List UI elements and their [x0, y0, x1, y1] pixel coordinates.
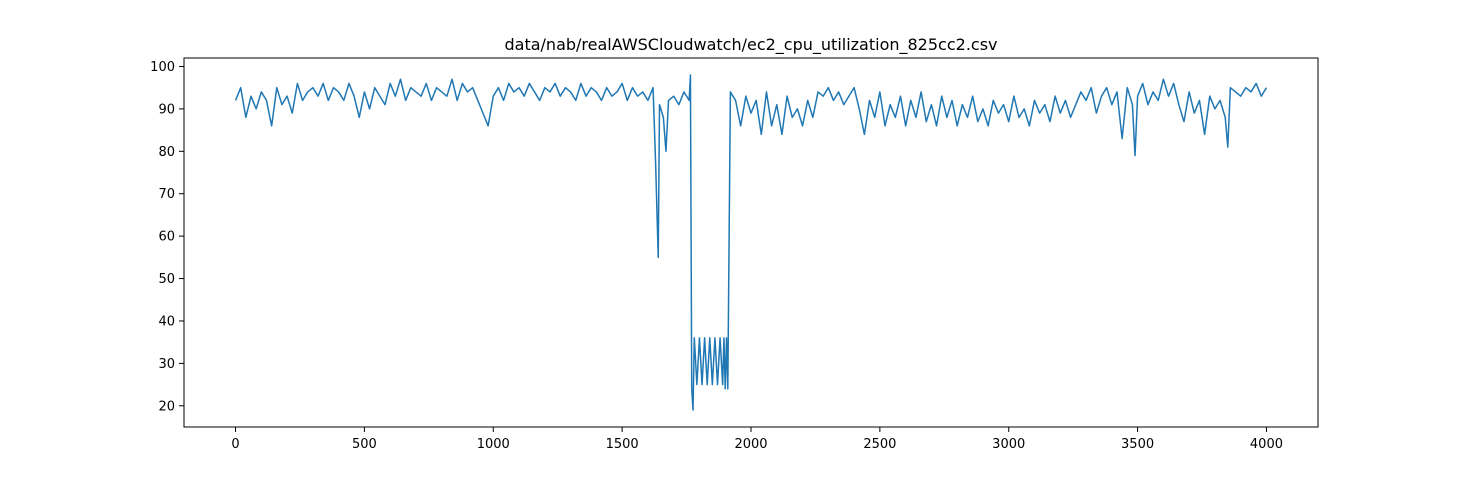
- y-tick-label: 20: [158, 399, 175, 414]
- x-tick-label: 1000: [477, 437, 510, 452]
- y-tick-label: 30: [158, 357, 175, 372]
- y-tick-label: 60: [158, 230, 175, 245]
- y-axis: 20 30 40 50 60 70 80 90 100: [150, 60, 184, 414]
- x-tick-label: 0: [231, 437, 239, 452]
- plot-area: [234, 74, 1268, 411]
- x-tick-label: 3000: [992, 437, 1025, 452]
- y-tick-label: 50: [158, 272, 175, 287]
- y-tick-label: 40: [158, 314, 175, 329]
- x-tick-label: 500: [352, 437, 377, 452]
- x-tick-label: 4000: [1250, 437, 1283, 452]
- axes-frame: [183, 57, 1319, 428]
- y-tick-label: 90: [158, 102, 175, 117]
- y-tick-label: 80: [158, 145, 175, 160]
- x-tick-label: 2000: [734, 437, 767, 452]
- x-tick-label: 3500: [1121, 437, 1154, 452]
- y-tick-label: 70: [158, 187, 175, 202]
- y-tick-label: 100: [150, 60, 175, 75]
- x-axis: 0 500 1000 1500 2000 2500 3000 3500 4000: [231, 427, 1283, 452]
- x-tick-label: 2500: [863, 437, 896, 452]
- chart-title: data/nab/realAWSCloudwatch/ec2_cpu_utili…: [505, 35, 998, 55]
- x-tick-label: 1500: [606, 437, 639, 452]
- series-line-0: [234, 74, 1268, 411]
